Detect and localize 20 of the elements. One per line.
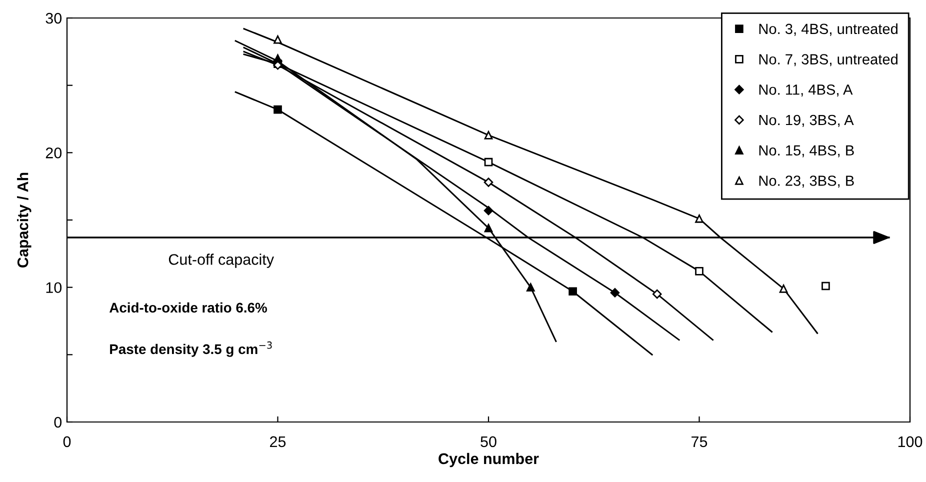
- x-tick-label: 100: [898, 436, 922, 448]
- y-tick-label: 30: [46, 12, 62, 24]
- legend-label: No. 11, 4BS, A: [759, 84, 853, 97]
- y-axis-title: Capacity / Ah: [17, 172, 32, 268]
- x-axis-title: Cycle number: [438, 452, 539, 468]
- x-tick-label: 25: [270, 436, 286, 448]
- y-tick-label: 10: [46, 282, 62, 294]
- legend-label: No. 7, 3BS, untreated: [759, 54, 898, 66]
- legend-label: No. 15, 4BS, B: [759, 145, 854, 158]
- legend-label: No. 3, 4BS, untreated: [759, 23, 898, 36]
- x-tick-label: 75: [692, 436, 708, 448]
- y-tick-label: 20: [46, 148, 62, 158]
- annotation: Paste density 3.5 g cm$^{−3}$: [110, 341, 272, 357]
- x-tick-label: 0: [63, 436, 71, 448]
- legend-label: No. 23, 3BS, B: [759, 176, 854, 188]
- x-tick-label: 50: [480, 436, 496, 448]
- ref-line-label: Cut-off capacity: [168, 254, 274, 268]
- legend-label: No. 19, 3BS, A: [759, 114, 854, 127]
- annotation: Acid-to-oxide ratio 6.6%: [109, 302, 267, 313]
- y-tick-label: 0: [54, 416, 62, 428]
